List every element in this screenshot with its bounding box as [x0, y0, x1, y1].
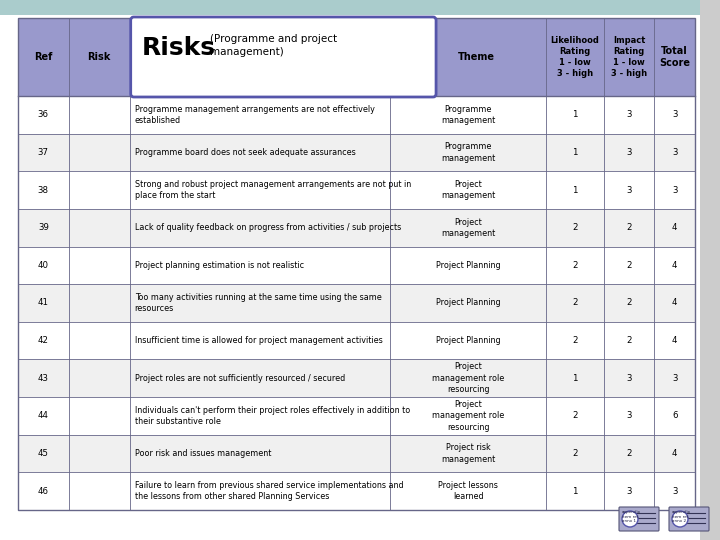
Text: Project lessons
learned: Project lessons learned: [438, 481, 498, 502]
Text: Project planning estimation is not realistic: Project planning estimation is not reali…: [135, 261, 304, 270]
Text: 3: 3: [672, 148, 678, 157]
Text: 4: 4: [672, 299, 678, 307]
Text: 36: 36: [38, 110, 49, 119]
Text: Project roles are not sufficiently resourced / secured: Project roles are not sufficiently resou…: [135, 374, 345, 383]
Text: 3: 3: [626, 148, 631, 157]
Text: 3: 3: [672, 487, 678, 496]
Text: 42: 42: [38, 336, 49, 345]
Text: 1: 1: [572, 110, 577, 119]
Text: Strong and robust project management arrangements are not put in
place from the : Strong and robust project management arr…: [135, 180, 411, 200]
Text: 4: 4: [672, 449, 678, 458]
Bar: [18, 171, 695, 209]
Text: Project
management role
resourcing: Project management role resourcing: [432, 400, 504, 432]
Text: Programme board does not seek adequate assurances: Programme board does not seek adequate a…: [135, 148, 356, 157]
Text: Project
management: Project management: [441, 218, 495, 238]
Text: 38: 38: [38, 186, 49, 194]
Text: 3: 3: [626, 487, 631, 496]
Text: Theme: Theme: [457, 52, 495, 62]
Text: 80: 80: [672, 514, 690, 528]
Text: Too many activities running at the same time using the same
resources: Too many activities running at the same …: [135, 293, 382, 313]
Text: 2: 2: [572, 411, 577, 421]
Circle shape: [622, 511, 638, 527]
Text: Programme
management: Programme management: [441, 142, 495, 163]
Text: 3: 3: [626, 374, 631, 383]
Text: appendix
item ref.
annx 2: appendix item ref. annx 2: [672, 510, 691, 523]
Text: 2: 2: [572, 299, 577, 307]
Bar: [18, 284, 695, 322]
Text: 2: 2: [572, 449, 577, 458]
Text: 3: 3: [672, 374, 678, 383]
Text: 2: 2: [626, 449, 631, 458]
Text: Failure to learn from previous shared service implementations and
the lessons fr: Failure to learn from previous shared se…: [135, 481, 403, 502]
Text: 2: 2: [626, 261, 631, 270]
Bar: [18, 397, 695, 435]
Text: Programme management arrangements are not effectively
established: Programme management arrangements are no…: [135, 105, 374, 125]
Text: 2: 2: [572, 261, 577, 270]
Text: 44: 44: [38, 411, 49, 421]
Text: 39: 39: [38, 223, 49, 232]
Text: 1: 1: [572, 186, 577, 194]
Text: 2: 2: [626, 336, 631, 345]
Text: Risk: Risk: [88, 52, 111, 62]
Text: Likelihood
Rating
1 - low
3 - high: Likelihood Rating 1 - low 3 - high: [550, 36, 599, 78]
Text: appendix
item ref.
annx 1: appendix item ref. annx 1: [622, 510, 641, 523]
Text: Project Planning: Project Planning: [436, 336, 500, 345]
Bar: [18, 360, 695, 397]
Text: 43: 43: [38, 374, 49, 383]
Text: 2: 2: [572, 336, 577, 345]
Text: Ref: Ref: [35, 52, 53, 62]
Bar: [18, 435, 695, 472]
FancyBboxPatch shape: [619, 507, 659, 531]
Text: 3: 3: [626, 186, 631, 194]
Text: Project
management role
resourcing: Project management role resourcing: [432, 362, 504, 394]
Text: (Programme and project
management): (Programme and project management): [210, 33, 337, 57]
Text: Total
Score: Total Score: [660, 46, 690, 68]
Text: 3: 3: [672, 110, 678, 119]
Text: 2: 2: [626, 223, 631, 232]
Text: Risks: Risks: [142, 36, 216, 60]
Text: Programme
management: Programme management: [441, 105, 495, 125]
Text: Project Planning: Project Planning: [436, 299, 500, 307]
Text: 2: 2: [572, 223, 577, 232]
Bar: [0, 0, 720, 15]
Circle shape: [672, 511, 688, 527]
Text: Lack of quality feedback on progress from activities / sub projects: Lack of quality feedback on progress fro…: [135, 223, 401, 232]
Bar: [700, 0, 720, 540]
Text: 41: 41: [38, 299, 49, 307]
Text: Project Planning: Project Planning: [436, 261, 500, 270]
Bar: [18, 209, 695, 247]
Text: 3: 3: [626, 411, 631, 421]
Bar: [18, 133, 695, 171]
Text: Individuals can't perform their project roles effectively in addition to
their s: Individuals can't perform their project …: [135, 406, 410, 426]
Text: 46: 46: [38, 487, 49, 496]
Bar: [18, 322, 695, 360]
Text: 4: 4: [672, 223, 678, 232]
Text: 6: 6: [672, 411, 678, 421]
FancyBboxPatch shape: [131, 17, 436, 97]
Text: Project risk
management: Project risk management: [441, 443, 495, 464]
Text: 4: 4: [672, 261, 678, 270]
Bar: [18, 472, 695, 510]
Text: Project
management: Project management: [441, 180, 495, 200]
Text: 1: 1: [572, 374, 577, 383]
Bar: [18, 247, 695, 284]
Text: 2: 2: [626, 299, 631, 307]
Text: 45: 45: [38, 449, 49, 458]
Text: 37: 37: [38, 148, 49, 157]
Text: 1: 1: [572, 487, 577, 496]
FancyBboxPatch shape: [669, 507, 709, 531]
Text: 40: 40: [38, 261, 49, 270]
Text: 4: 4: [672, 336, 678, 345]
Bar: [18, 18, 695, 96]
Text: 1: 1: [572, 148, 577, 157]
Text: Impact
Rating
1 - low
3 - high: Impact Rating 1 - low 3 - high: [611, 36, 647, 78]
Text: 3: 3: [672, 186, 678, 194]
Text: Poor risk and issues management: Poor risk and issues management: [135, 449, 271, 458]
Text: Insufficient time is allowed for project management activities: Insufficient time is allowed for project…: [135, 336, 382, 345]
Bar: [18, 96, 695, 133]
Text: 3: 3: [626, 110, 631, 119]
